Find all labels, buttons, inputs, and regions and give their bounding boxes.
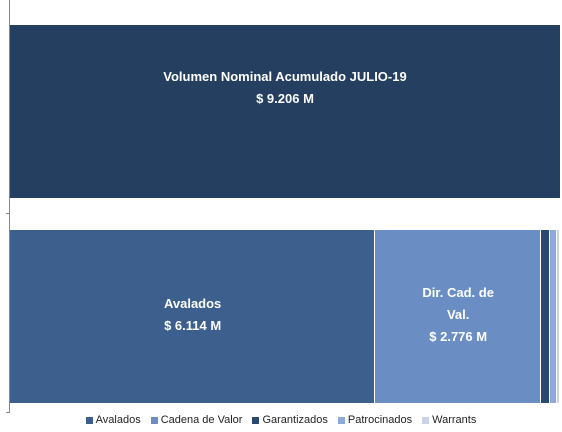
bar-segment [550, 230, 557, 403]
legend-swatch [150, 416, 158, 424]
total-label-group: Volumen Nominal Acumulado JULIO-19 $ 9.20… [10, 58, 560, 118]
legend-item: Garantizados [252, 414, 328, 426]
legend-label: Avalados [95, 414, 141, 426]
total-bar [10, 25, 560, 198]
axis-tick [6, 213, 10, 214]
legend-swatch [85, 416, 93, 424]
bar-segment [375, 230, 542, 403]
bar-segment [556, 230, 560, 403]
legend-item: Cadena de Valor [150, 414, 243, 426]
total-label: Volumen Nominal Acumulado JULIO-19 [163, 69, 407, 84]
segment-label-group: Dir. Cad. de Val. $ 2.776 M [375, 260, 541, 370]
legend-swatch [252, 416, 260, 424]
legend-item: Patrocinados [337, 414, 413, 426]
legend-item: Avalados [85, 414, 141, 426]
total-value-label: $ 9.206 M [256, 91, 314, 106]
segment-label: Dir. Cad. de Val. [422, 285, 494, 322]
segment-label: Avalados [163, 296, 222, 311]
axis-tick [6, 412, 10, 413]
legend-swatch [422, 416, 430, 424]
legend-item: Warrants [422, 414, 476, 426]
legend-label: Patrocinados [347, 414, 413, 426]
segment-value-label: $ 2.776 M [429, 329, 488, 344]
bar-segment [10, 230, 376, 403]
bar-segment [541, 230, 551, 403]
legend-label: Warrants [432, 414, 477, 426]
legend-swatch [337, 416, 345, 424]
segment-value-label: $ 6.114 M [164, 318, 222, 333]
axis-line [9, 0, 10, 413]
legend: Avalados Cadena de Valor Garantizados Patro… [0, 414, 562, 426]
legend-label: Garantizados [262, 414, 328, 426]
segment-label-group: Avalados $ 6.114 M [10, 260, 375, 370]
legend-label: Cadena de Valor [160, 414, 243, 426]
